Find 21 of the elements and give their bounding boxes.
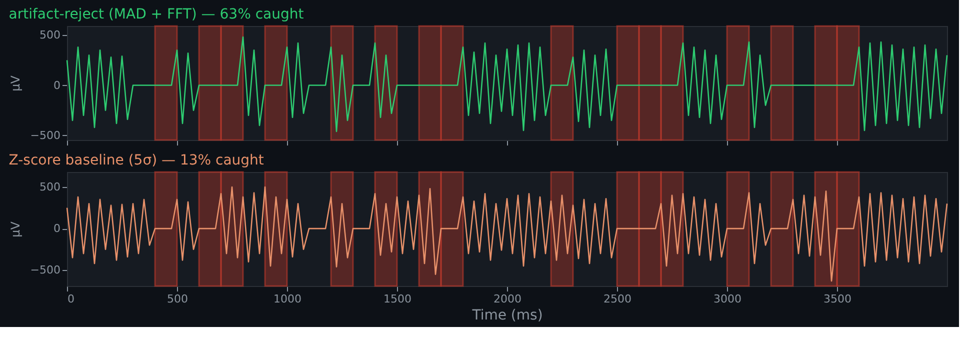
- x-tick-label: 1500: [384, 292, 412, 306]
- y-tick-label: −500: [30, 128, 60, 142]
- y-tick-label: 500: [40, 180, 60, 194]
- x-tick-label: 3500: [824, 292, 852, 306]
- y-tick-label: 0: [54, 222, 60, 236]
- y-axis-title: µV: [8, 74, 22, 92]
- x-tick-label: 2500: [604, 292, 632, 306]
- line-series: [66, 36, 948, 132]
- x-tick-label: 1000: [274, 292, 302, 306]
- chart-title: Z-score baseline (5σ) — 13% caught: [8, 152, 264, 168]
- line-series: [66, 186, 948, 282]
- y-axis-title: µV: [8, 220, 22, 238]
- y-tick-label: −500: [30, 264, 60, 277]
- chart-title: artifact-reject (MAD + FFT) — 63% caught: [8, 6, 304, 22]
- x-axis-title: Time (ms): [471, 308, 543, 324]
- x-tick-label: 0: [68, 292, 74, 306]
- x-tick-label: 3000: [714, 292, 742, 306]
- x-tick-label: 2000: [494, 292, 522, 306]
- y-tick-label: 0: [54, 78, 60, 92]
- x-tick-label: 500: [167, 292, 188, 306]
- y-tick-label: 500: [40, 28, 60, 42]
